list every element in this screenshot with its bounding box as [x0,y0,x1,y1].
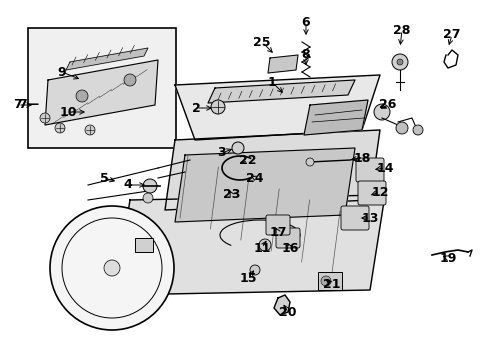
Text: 9: 9 [58,66,66,78]
FancyBboxPatch shape [340,206,368,230]
Circle shape [40,113,50,123]
Circle shape [373,104,389,120]
Circle shape [391,54,407,70]
Circle shape [124,74,136,86]
Text: 6: 6 [301,15,310,28]
Text: 10: 10 [59,105,77,118]
Text: 27: 27 [442,28,460,41]
Circle shape [85,125,95,135]
Text: 8: 8 [301,49,310,62]
Text: 24: 24 [246,171,263,184]
Circle shape [305,158,313,166]
Circle shape [412,125,422,135]
Polygon shape [273,295,289,315]
Text: 5: 5 [100,171,108,184]
Polygon shape [207,80,354,103]
Circle shape [76,90,88,102]
Text: 3: 3 [217,147,226,159]
Text: 2: 2 [191,102,200,114]
Polygon shape [164,130,379,210]
Circle shape [395,122,407,134]
Circle shape [104,260,120,276]
Polygon shape [115,195,384,295]
Circle shape [396,59,402,65]
Text: 15: 15 [239,271,256,284]
Circle shape [210,100,224,114]
FancyBboxPatch shape [265,215,289,235]
Circle shape [320,276,330,286]
Text: 12: 12 [370,185,388,198]
Text: 16: 16 [281,242,298,255]
Text: 22: 22 [239,153,256,166]
Polygon shape [45,60,158,125]
Polygon shape [175,148,354,222]
FancyBboxPatch shape [275,228,299,248]
Text: 18: 18 [353,152,370,165]
Text: 13: 13 [361,211,378,225]
Text: 26: 26 [379,99,396,112]
Text: 23: 23 [223,189,240,202]
Text: 20: 20 [279,306,296,319]
Text: 4: 4 [123,179,132,192]
Text: 1: 1 [267,76,276,89]
Circle shape [142,179,157,193]
Polygon shape [304,100,367,135]
Text: 7—: 7— [18,99,39,112]
Bar [28,28,176,148]
Circle shape [50,206,174,330]
Circle shape [55,123,65,133]
Text: 17: 17 [269,225,286,238]
Polygon shape [66,48,148,70]
Circle shape [231,142,244,154]
Text: 28: 28 [392,23,410,36]
Bar [135,238,153,252]
Text: 19: 19 [438,252,456,265]
FancyBboxPatch shape [357,181,385,205]
Bar [317,272,341,290]
Circle shape [142,193,153,203]
Circle shape [259,239,270,251]
Polygon shape [267,55,297,73]
Text: 25: 25 [253,36,270,49]
Polygon shape [175,75,379,140]
Text: 11: 11 [253,242,270,255]
Text: 21: 21 [323,279,340,292]
FancyBboxPatch shape [355,158,383,182]
Text: 14: 14 [375,162,393,175]
Circle shape [249,265,260,275]
Text: 7: 7 [14,99,22,112]
